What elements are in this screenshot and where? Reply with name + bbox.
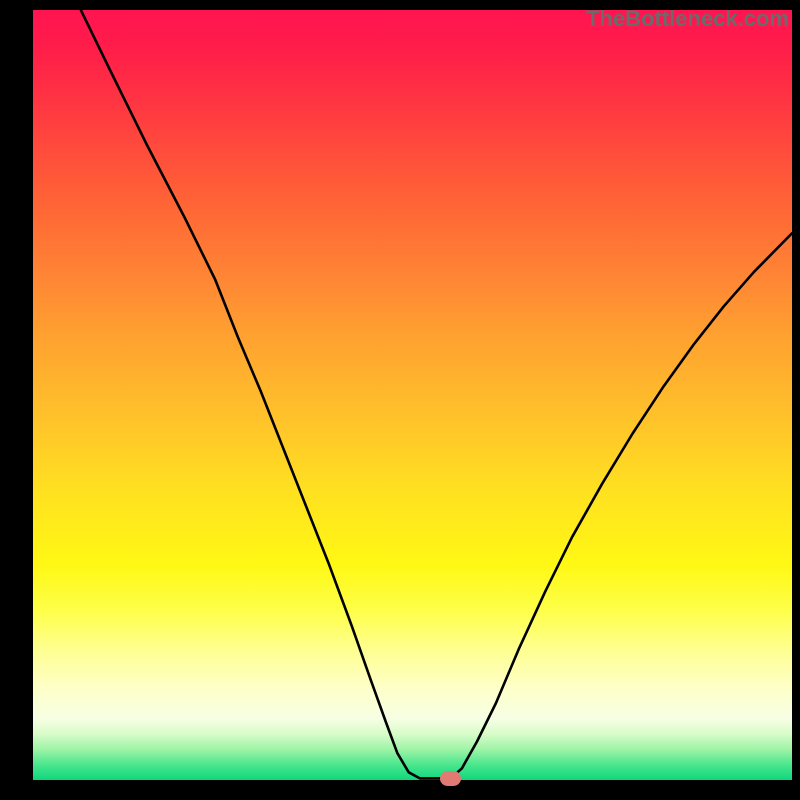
watermark-text: TheBottleneck.com xyxy=(586,6,789,32)
optimum-marker xyxy=(440,771,461,786)
chart-plot xyxy=(33,10,792,780)
chart-frame: TheBottleneck.com xyxy=(0,0,800,800)
